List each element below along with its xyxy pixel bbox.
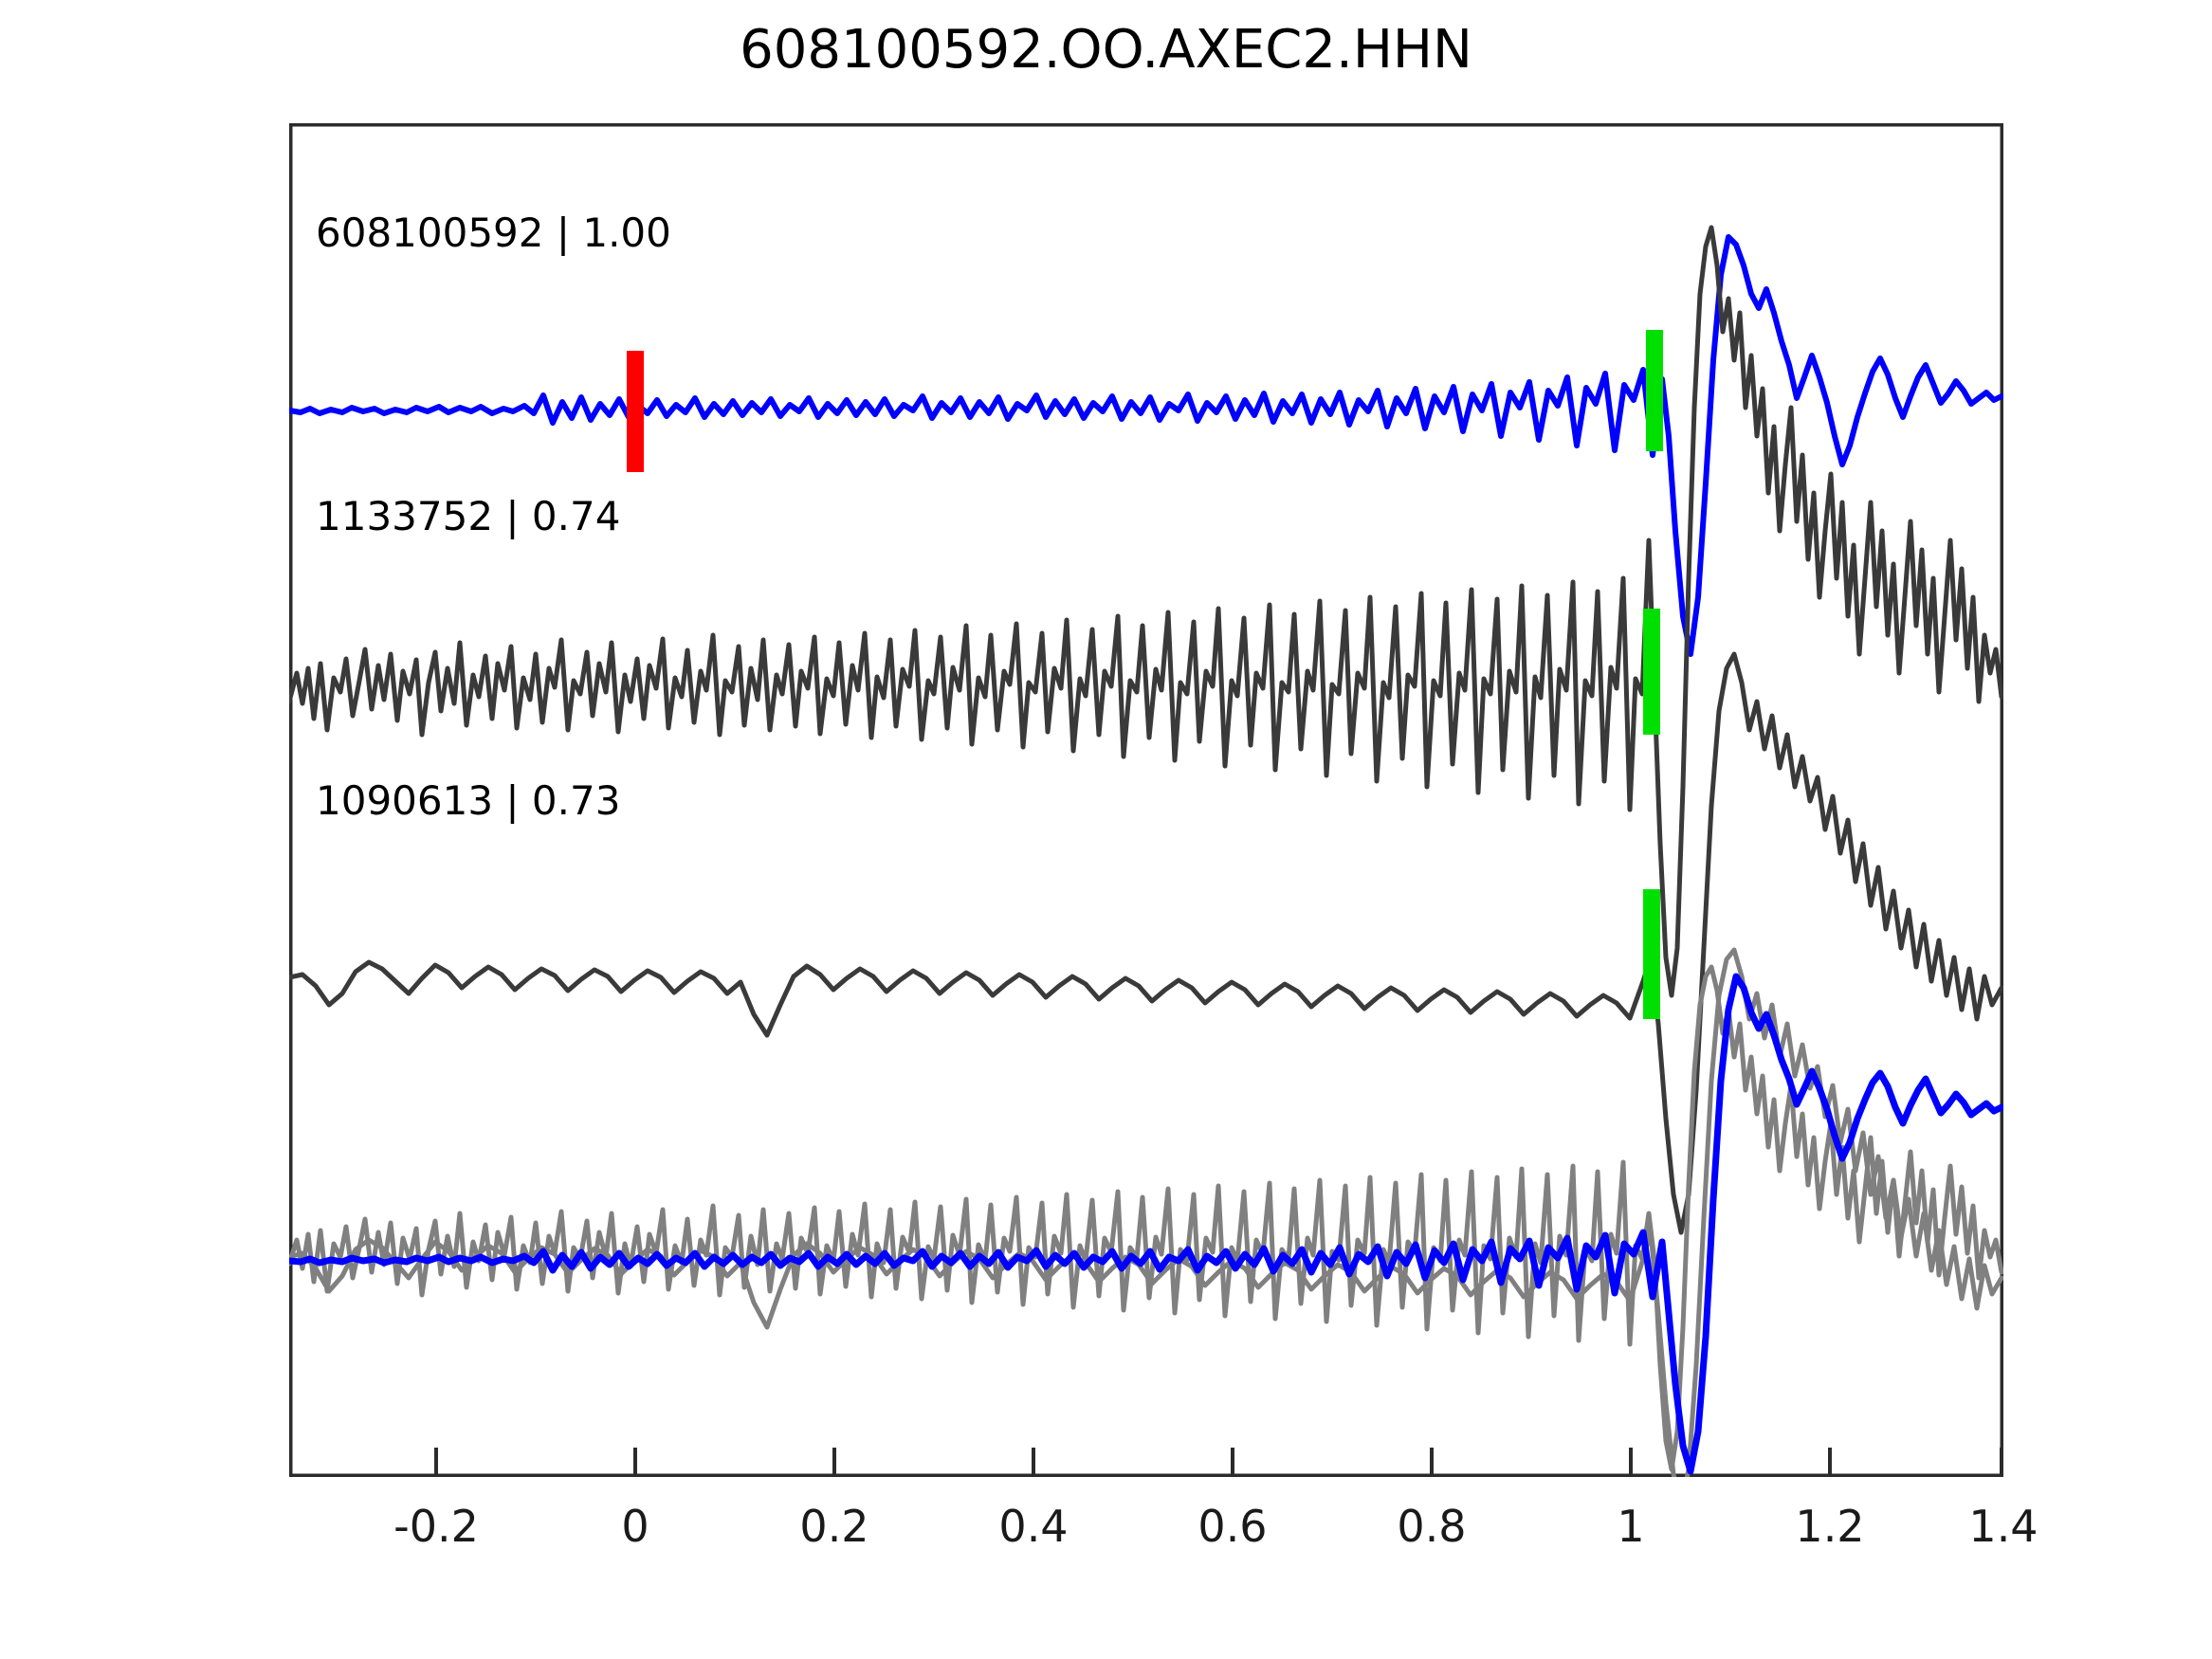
trace-1133752	[289, 225, 2003, 998]
x-tick-label: 0.4	[998, 1501, 1069, 1552]
trace-label-1133752: 1133752 | 0.74	[316, 493, 621, 539]
x-tick-label: 1.4	[1968, 1501, 2038, 1552]
x-tick-label: 0.8	[1397, 1501, 1467, 1552]
x-tick-label: 1.2	[1795, 1501, 1865, 1552]
x-tick-label: 0.2	[799, 1501, 869, 1552]
overlay-stack	[289, 947, 2003, 1477]
plot-frame	[289, 123, 2003, 1477]
page-title: 608100592.OO.AXEC2.HHN	[740, 19, 1472, 81]
trace-608100592	[289, 234, 2003, 657]
trace-label-1090613: 1090613 | 0.73	[316, 777, 621, 824]
x-tick-label: 0	[621, 1501, 649, 1552]
trace-1090613	[289, 651, 2003, 1235]
x-tick-label: -0.2	[393, 1501, 479, 1552]
x-tick-label: 0.6	[1197, 1501, 1268, 1552]
x-axis-ticks	[434, 1448, 2003, 1476]
x-tick-label: 1	[1617, 1501, 1645, 1552]
waveform-canvas	[289, 123, 2003, 1477]
plot-area: 608100592 | 1.00 1133752 | 0.74 1090613 …	[289, 123, 2003, 1477]
trace-label-608100592: 608100592 | 1.00	[316, 210, 671, 256]
